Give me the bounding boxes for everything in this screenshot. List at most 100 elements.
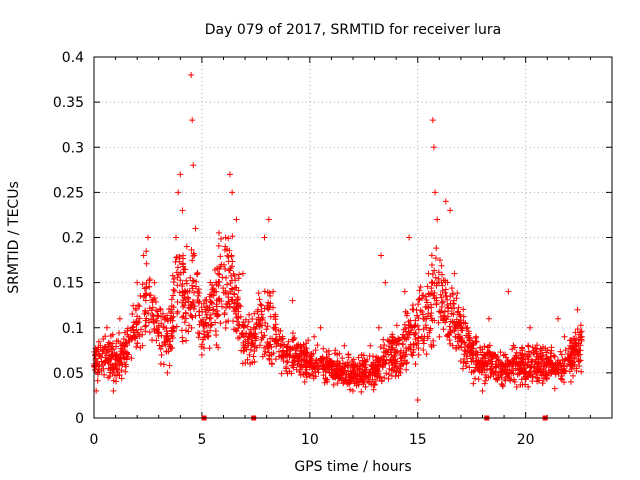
data-point [165,335,172,342]
data-point [485,315,492,322]
data-point [143,248,150,255]
y-tick-label: 0.15 [53,276,84,292]
data-point [179,314,186,321]
data-point [157,346,164,353]
data-point [145,310,152,317]
data-point [572,329,579,336]
data-point [142,297,149,304]
data-point [422,322,429,329]
data-point [239,270,246,277]
data-point [573,367,580,374]
data-point [159,313,166,320]
data-point [302,362,309,369]
data-point [111,372,118,379]
data-point [184,294,191,301]
data-point [268,360,275,367]
data-point [196,321,203,328]
data-point [498,369,505,376]
data-point [423,297,430,303]
data-point [463,352,470,359]
data-point [102,333,109,340]
data-point [189,285,196,292]
data-point [311,333,318,340]
data-point [492,351,499,358]
data-point [349,364,356,371]
data-point [198,343,205,350]
data-point [261,332,268,339]
data-point [577,322,584,329]
data-point [296,353,303,360]
data-point [334,380,341,387]
data-point [103,324,110,331]
data-point [483,374,490,381]
data-point [297,342,304,349]
data-point [110,366,117,373]
data-point [399,334,406,341]
data-point [256,342,263,349]
data-point [421,333,428,340]
data-point [137,326,144,333]
data-point [502,363,509,370]
data-point [574,348,581,355]
data-point [330,381,337,388]
data-point [520,355,527,362]
data-point [166,362,173,369]
data-point [212,319,219,326]
data-point [258,308,265,315]
data-point [183,277,190,284]
data-point [195,329,202,336]
data-point [357,363,364,370]
data-point [464,344,471,351]
data-point [403,366,410,373]
data-point [395,335,402,342]
data-point [520,365,527,372]
data-point [302,369,309,376]
data-point [575,337,582,344]
data-point [245,334,252,341]
data-point [190,253,197,259]
data-point [94,358,101,365]
data-point [187,312,194,319]
data-point [562,347,569,354]
data-point [263,326,270,333]
data-point [516,370,523,377]
data-point [493,364,500,371]
data-point [410,349,417,356]
data-point [177,277,184,284]
data-point [101,371,108,378]
data-point [246,311,253,318]
data-point [168,306,175,313]
data-point [474,365,481,372]
data-point [261,234,268,241]
data-point [158,332,165,339]
data-point [495,357,502,364]
data-point [293,366,300,373]
data-point [401,288,408,295]
data-point [180,269,187,276]
data-point [229,233,236,240]
data-point [536,366,543,373]
data-point [448,285,455,292]
data-point [208,282,215,289]
data-point [399,341,406,348]
data-point [198,304,205,311]
data-point [456,334,463,341]
data-point [521,364,528,371]
data-point [314,366,321,373]
data-point [93,348,100,355]
data-point [484,344,491,351]
data-point [155,324,162,331]
data-point [103,349,110,356]
data-point [139,342,146,349]
data-point [214,313,221,320]
data-point [380,345,387,352]
data-point [528,363,535,370]
data-point [468,358,475,365]
data-point [465,328,472,335]
data-point [505,288,512,295]
data-point [543,372,550,379]
data-point [170,324,177,331]
data-point [170,286,177,293]
data-point [179,207,186,214]
data-point [451,324,458,331]
